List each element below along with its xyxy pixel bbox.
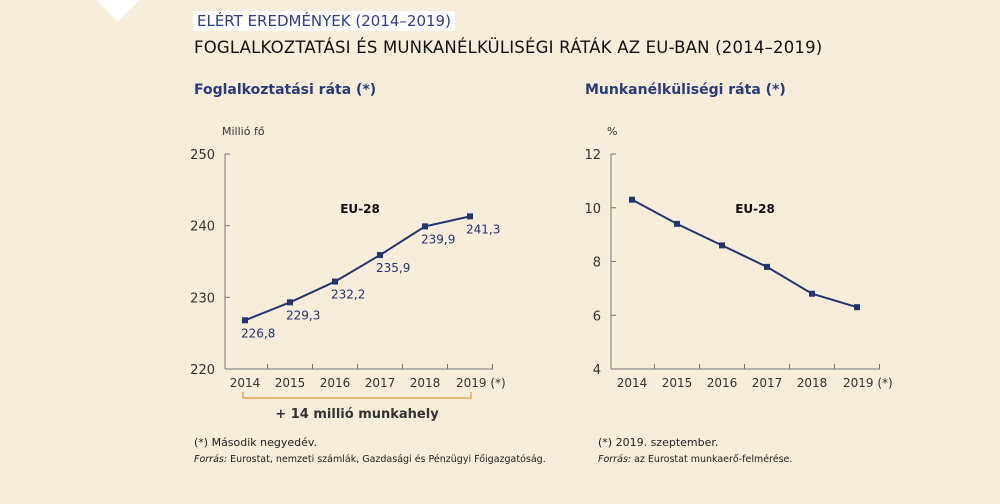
y-tick-label: 8 [593, 256, 601, 271]
x-tick-label: 2016 [707, 376, 738, 390]
series-line [244, 215, 471, 322]
y-tick-label: 220 [190, 363, 215, 378]
series-label: EU-28 [735, 202, 775, 216]
data-point [854, 304, 860, 311]
y-tick-label: 4 [593, 363, 601, 378]
chart-title-unemployment: Munkanélküliségi ráta (*) [585, 82, 786, 98]
source-unemployment: Forrás: az Eurostat munkaerő-felmérése. [598, 454, 793, 465]
data-point [287, 299, 293, 306]
x-tick-label: 2019 (*) [843, 376, 893, 390]
x-tick-label: 2016 [320, 376, 351, 390]
x-tick-label: 2014 [230, 376, 261, 390]
data-label: 235,9 [376, 261, 410, 275]
y-tick-label: 12 [584, 148, 601, 163]
data-point [629, 196, 635, 203]
data-point [332, 278, 338, 285]
footnote-employment: (*) Második negyedév. [194, 436, 318, 449]
data-point [242, 317, 248, 324]
data-label: 239,9 [421, 232, 455, 246]
x-tick-label: 2017 [365, 376, 396, 390]
y-tick-label: 240 [190, 220, 215, 235]
annotation-text: + 14 millió munkahely [275, 407, 439, 422]
x-tick-label: 2018 [797, 376, 828, 390]
x-tick-label: 2017 [752, 376, 783, 390]
x-tick-label: 2015 [662, 376, 693, 390]
y-tick-label: 250 [190, 148, 215, 163]
data-label: 232,2 [331, 288, 365, 302]
data-point [467, 213, 473, 220]
y-tick-label: 10 [584, 202, 601, 217]
x-tick-label: 2019 (*) [456, 376, 506, 390]
y-tick-label: 230 [190, 291, 215, 306]
data-point [422, 223, 428, 230]
page-title: FOGLALKOZTATÁSI ÉS MUNKANÉLKÜLISÉGI RÁTÁ… [194, 38, 823, 57]
corner-triangle-decoration [96, 0, 140, 22]
data-point [674, 220, 680, 227]
data-label: 229,3 [286, 308, 320, 322]
source-employment: Forrás: Eurostat, nemzeti számlák, Gazda… [194, 454, 546, 465]
data-point [764, 263, 770, 270]
series-label: EU-28 [340, 202, 380, 216]
data-point [719, 242, 725, 249]
chart-title-employment: Foglalkoztatási ráta (*) [194, 82, 377, 98]
y-unit-unemployment: % [607, 125, 618, 138]
data-point [809, 290, 815, 297]
x-tick-label: 2018 [410, 376, 441, 390]
series-line [631, 198, 858, 309]
x-tick-label: 2014 [617, 376, 648, 390]
data-label: 241,3 [466, 222, 500, 236]
data-label: 226,8 [241, 326, 275, 340]
section-kicker: ELÉRT EREDMÉNYEK (2014–2019) [193, 11, 455, 31]
footnote-unemployment: (*) 2019. szeptember. [598, 436, 719, 449]
y-tick-label: 6 [593, 309, 601, 324]
y-unit-employment: Millió fő [222, 125, 265, 138]
annotation-bracket [242, 392, 472, 399]
data-point [377, 252, 383, 259]
x-tick-label: 2015 [275, 376, 306, 390]
